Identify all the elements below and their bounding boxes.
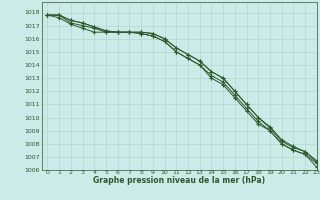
X-axis label: Graphe pression niveau de la mer (hPa): Graphe pression niveau de la mer (hPa) [93,176,265,185]
